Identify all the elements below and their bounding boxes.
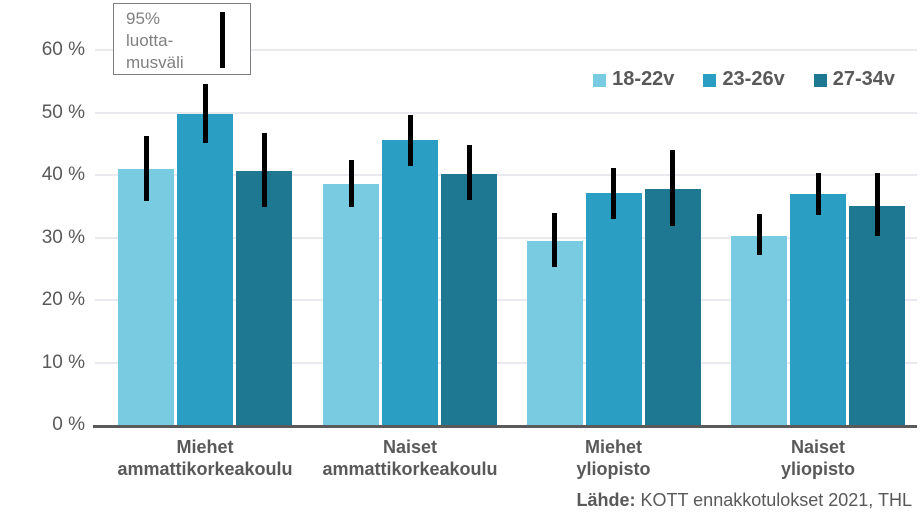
bar-18-22v <box>526 240 583 425</box>
x-axis-category-label: Miehet ammattikorkeakoulu <box>117 437 293 479</box>
bar-18-22v <box>731 235 787 425</box>
error-bar <box>552 212 557 267</box>
error-bar <box>874 173 880 237</box>
legend-item: 27-34v <box>813 68 895 91</box>
x-axis-line <box>93 425 917 428</box>
bar-27-34v <box>849 206 905 425</box>
legend: 18-22v 23-26v 27-34v <box>593 68 895 91</box>
ci-annotation-text: 95% luotta- musväli <box>126 9 184 72</box>
source-label: Lähde: <box>576 490 636 510</box>
y-axis-tick-label: 10 % <box>41 351 85 373</box>
error-bar <box>815 172 821 215</box>
error-bar <box>348 160 354 207</box>
gridline <box>95 361 917 364</box>
x-axis-category-label: Naiset yliopisto <box>780 437 855 479</box>
y-axis-tick-label: 40 % <box>41 164 85 185</box>
bar-23-26v <box>585 192 642 425</box>
legend-label: 18-22v <box>612 68 675 90</box>
error-bar <box>143 136 149 201</box>
source-note: Lähde: KOTT ennakkotulokset 2021, THL <box>576 490 912 511</box>
error-bar <box>756 213 762 255</box>
bar-27-34v <box>441 173 497 425</box>
y-axis-tick-label: 30 % <box>41 226 85 248</box>
bar-23-26v <box>177 114 233 425</box>
error-bar <box>466 145 472 200</box>
y-axis-tick-label: 50 % <box>41 101 85 123</box>
legend-label: 23-26v <box>722 68 785 90</box>
legend-label: 27-34v <box>832 68 895 90</box>
gridline <box>95 111 917 114</box>
bar-27-34v <box>644 188 701 425</box>
error-bar <box>611 167 616 219</box>
legend-swatch-icon <box>813 74 827 87</box>
error-bar <box>202 84 208 144</box>
gridline <box>95 49 917 51</box>
y-axis-tick-label: 20 % <box>41 289 85 310</box>
y-axis-tick-label: 60 % <box>41 39 85 60</box>
legend-swatch-icon <box>593 74 607 87</box>
bar-18-22v <box>118 168 174 425</box>
ci-sample-line-icon <box>220 12 225 68</box>
gridline <box>95 299 917 301</box>
legend-item: 18-22v <box>593 68 674 91</box>
y-axis-tick-label: 0 % <box>52 414 85 435</box>
ci-annotation-box: 95% luotta- musväli <box>113 3 251 75</box>
source-text: KOTT ennakkotulokset 2021, THL <box>635 490 913 510</box>
bar-23-26v <box>790 193 846 425</box>
legend-swatch-icon <box>703 74 717 87</box>
bar-18-22v <box>323 184 379 425</box>
gridline <box>95 236 917 239</box>
bar-23-26v <box>382 140 438 425</box>
gridline <box>95 174 917 176</box>
x-axis-category-label: Miehet yliopisto <box>576 437 651 479</box>
error-bar <box>261 133 267 207</box>
x-axis-category-label: Naiset ammattikorkeakoulu <box>322 437 498 479</box>
error-bar <box>407 115 413 166</box>
error-bar <box>670 150 675 227</box>
legend-item: 23-26v <box>703 68 785 91</box>
bar-27-34v <box>236 170 292 425</box>
